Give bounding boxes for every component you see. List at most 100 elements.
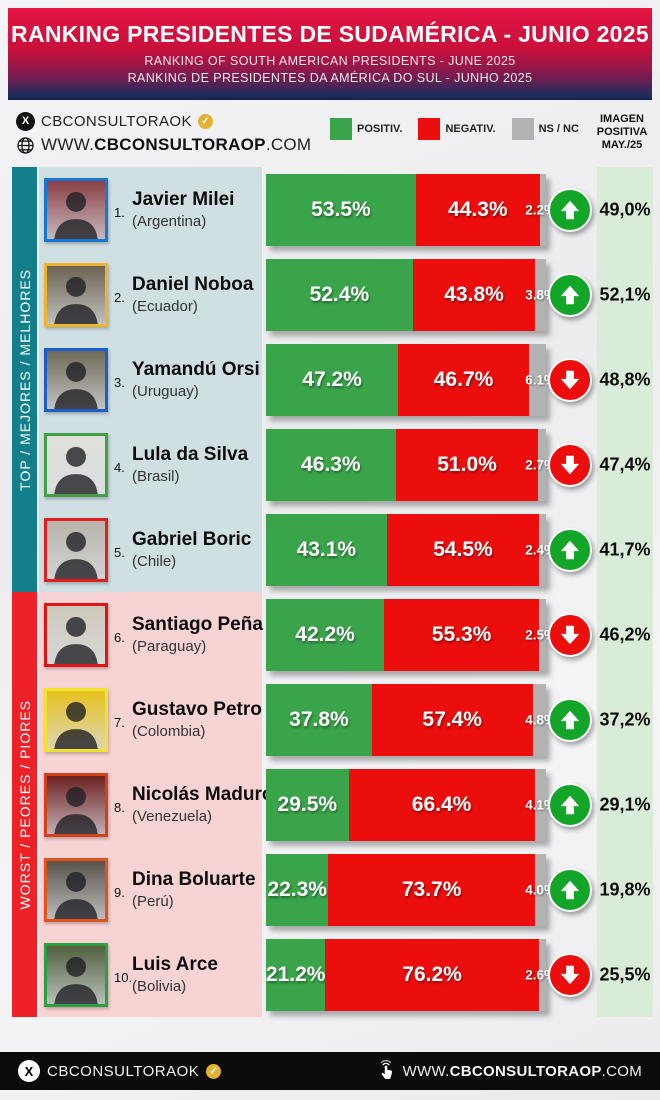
president-photo [44,347,108,412]
president-name: Gustavo Petro [132,698,262,720]
website-url[interactable]: WWW.CBCONSULTORAOP.COM [41,135,312,154]
president-row: 7. Gustavo Petro (Colombia) 37.8% 57.4% … [0,677,660,762]
prev-month-positive-value: 47,4% [599,454,651,474]
president-identity: Yamandú Orsi (Uruguay) [132,359,264,401]
positive-value-label: 42.2% [295,622,355,646]
negative-value-label: 54.5% [433,537,493,561]
president-name: Dina Boluarte [132,868,256,890]
nsnc-bar-segment [534,853,546,926]
president-name: Nicolás Maduro [132,783,274,805]
trend-down-icon [548,357,592,402]
president-row: 3. Yamandú Orsi (Uruguay) 47.2% 46.7% 6.… [0,337,660,422]
negative-value-label: 43.8% [444,282,504,306]
footer-website[interactable]: WWW.CBCONSULTORAOP.COM [376,1060,642,1082]
president-identity: Nicolás Maduro (Venezuela) [132,783,274,826]
twitter-handle[interactable]: CBCONSULTORAOK [41,112,192,130]
president-row: 8. Nicolás Maduro (Venezuela) 29.5% 66.4… [0,762,660,847]
verified-badge-icon: ✓ [197,113,213,129]
president-row: 5. Gabriel Boric (Chile) 43.1% 54.5% 2.4… [0,507,660,592]
approval-stacked-bar: 42.2% 55.3% 2.5% [266,598,556,671]
social-links: X CBCONSULTORAOK ✓ WWW.CBCONSULTORAOP.CO… [16,109,311,157]
nsnc-bar-segment [539,173,546,246]
positive-bar-segment: 53.5% [266,173,416,246]
rank-number: 3. [114,374,125,390]
president-row: 4. Lula da Silva (Brasil) 46.3% 51.0% 2.… [0,422,660,507]
country-label: (Ecuador) [132,298,198,316]
negative-bar-segment: 54.5% [386,513,540,586]
sidebar-top: TOP / MEJORES / MELHORES [12,167,37,592]
rank-number: 6. [114,629,125,645]
negative-value-label: 55.3% [431,622,492,646]
approval-stacked-bar: 21.2% 76.2% 2.6% [266,938,556,1011]
negative-bar-segment: 57.4% [371,683,533,756]
negative-bar-segment: 73.7% [328,853,535,926]
president-name: Yamandú Orsi [132,358,260,380]
president-photo [44,517,108,582]
prev-month-positive-value: 46,2% [599,624,651,644]
rank-number: 5. [114,544,125,560]
verified-badge-icon: ✓ [206,1063,222,1079]
positive-bar-segment: 46.3% [266,428,396,501]
president-name: Santiago Peña [132,613,263,635]
legend-item-positive: POSITIV. [330,118,402,140]
negative-bar-segment: 55.3% [384,598,539,671]
prev-month-positive-value: 37,2% [599,709,651,729]
country-label: (Perú) [132,893,174,911]
approval-stacked-bar: 52.4% 43.8% 3.8% [266,258,556,331]
positive-value-label: 52.4% [309,282,370,306]
rank-number: 7. [114,714,125,730]
negative-bar-segment: 76.2% [325,938,539,1011]
x-twitter-icon: X [18,1060,40,1082]
president-row: 9. Dina Boluarte (Perú) 22.3% 73.7% 4.0%… [0,847,660,932]
footer-twitter-handle[interactable]: CBCONSULTORAOK [47,1062,200,1080]
president-name: Luis Arce [132,953,218,975]
trend-up-icon [548,527,592,572]
negative-bar-segment: 66.4% [348,768,535,841]
positive-bar-segment: 22.3% [266,853,329,926]
president-identity: Santiago Peña (Paraguay) [132,614,264,656]
country-label: (Argentina) [132,213,207,231]
trend-up-icon [548,867,592,912]
prev-month-positive-value: 49,0% [599,199,651,219]
rank-number: 4. [114,459,125,475]
trend-down-icon [548,612,592,657]
positive-swatch [330,118,352,140]
positive-bar-segment: 21.2% [266,938,325,1011]
subtitle-portuguese: RANKING DE PRESIDENTES DA AMÉRICA DO SUL… [127,71,533,85]
president-photo [44,942,108,1007]
trend-down-icon [548,952,592,997]
positive-value-label: 43.1% [296,537,357,561]
country-label: (Colombia) [132,723,206,741]
footer-website-url[interactable]: WWW.CBCONSULTORAOP.COM [402,1062,642,1080]
globe-icon [16,136,35,155]
ranking-table: TOP / MEJORES / MELHORES 1. Javier Milei… [0,167,660,1017]
tap-hand-icon [376,1060,396,1082]
website-row[interactable]: WWW.CBCONSULTORAOP.COM [16,133,311,157]
nsnc-bar-segment [538,938,546,1011]
president-photo [44,687,108,752]
section-worst-presidents: WORST / PEORES / PIORES 6. Santiago Peña… [0,592,660,1017]
legend-item-negative: NEGATIV. [418,118,496,140]
twitter-handle-row[interactable]: X CBCONSULTORAOK ✓ [16,109,311,133]
president-photo [44,602,108,667]
trend-up-icon [548,697,592,742]
president-identity: Gustavo Petro (Colombia) [132,699,264,741]
footer-twitter[interactable]: X CBCONSULTORAOK ✓ [18,1060,222,1082]
positive-bar-segment: 52.4% [266,258,413,331]
nsnc-bar-segment [535,258,546,331]
positive-bar-segment: 29.5% [266,768,349,841]
prev-month-positive-value: 52,1% [599,284,651,304]
approval-stacked-bar: 29.5% 66.4% 4.1% [266,768,556,841]
president-identity: Dina Boluarte (Perú) [132,869,264,911]
president-name: Gabriel Boric [132,528,252,550]
country-label: (Venezuela) [132,808,213,826]
negative-bar-segment: 43.8% [412,258,536,331]
negative-bar-segment: 44.3% [415,173,540,246]
president-photo [44,262,108,327]
negative-value-label: 51.0% [437,452,497,476]
president-row: 1. Javier Milei (Argentina) 53.5% 44.3% … [0,167,660,252]
prev-month-positive-value: 25,5% [599,964,651,984]
positive-value-label: 46.3% [301,452,361,476]
approval-stacked-bar: 37.8% 57.4% 4.8% [266,683,556,756]
president-name: Lula da Silva [132,443,249,465]
